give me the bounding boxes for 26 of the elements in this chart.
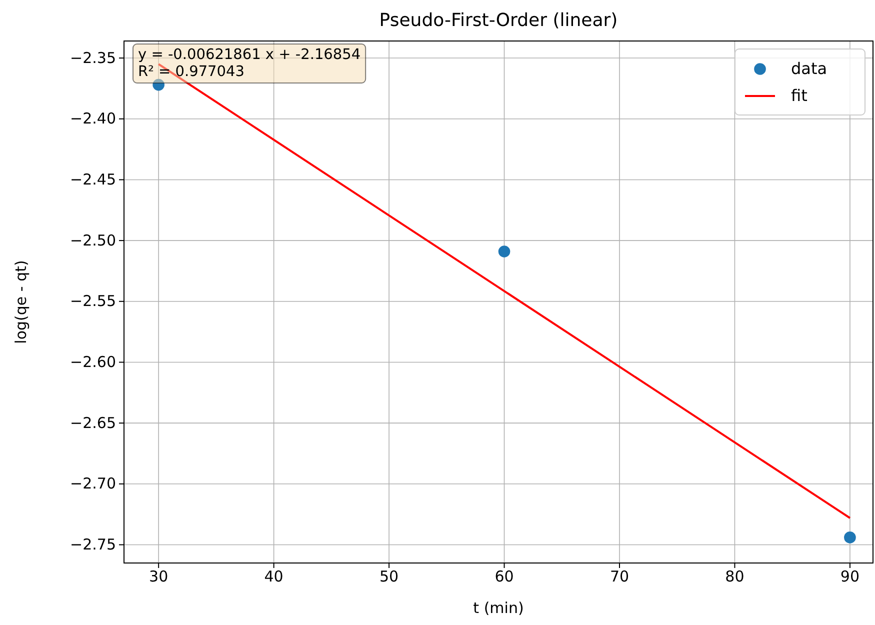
legend-label: fit [791, 86, 808, 105]
x-axis-title: t (min) [473, 599, 524, 617]
x-tick-label: 80 [725, 568, 744, 586]
x-tick-label: 90 [840, 568, 860, 586]
y-tick-label: −2.55 [70, 292, 116, 310]
x-tick-label: 40 [264, 568, 284, 586]
point [498, 246, 510, 258]
y-tick-label: −2.35 [70, 48, 116, 67]
y-tick-label: −2.40 [70, 110, 116, 128]
x-tick-label: 60 [494, 568, 514, 586]
y-tick-label: −2.60 [70, 353, 116, 372]
chart-title: Pseudo-First-Order (linear) [379, 10, 618, 31]
y-tick-label: −2.45 [70, 170, 116, 189]
point [844, 532, 856, 544]
y-tick-label: −2.70 [70, 474, 116, 493]
y-tick-label: −2.75 [70, 536, 116, 554]
y-tick-label: −2.65 [70, 414, 116, 432]
point [152, 78, 164, 91]
annotation: y = -0.00621861 x + -2.16854 [138, 47, 361, 63]
y-axis-title: log(qe - qt) [12, 260, 30, 344]
legend-label: data [791, 59, 828, 78]
x-tick-label: 50 [379, 568, 399, 586]
annotation: R² = 0.977043 [138, 64, 244, 80]
x-tick-label: 70 [610, 568, 630, 586]
y-tick-label: −2.50 [70, 231, 116, 250]
x-tick-label: 30 [149, 568, 168, 586]
